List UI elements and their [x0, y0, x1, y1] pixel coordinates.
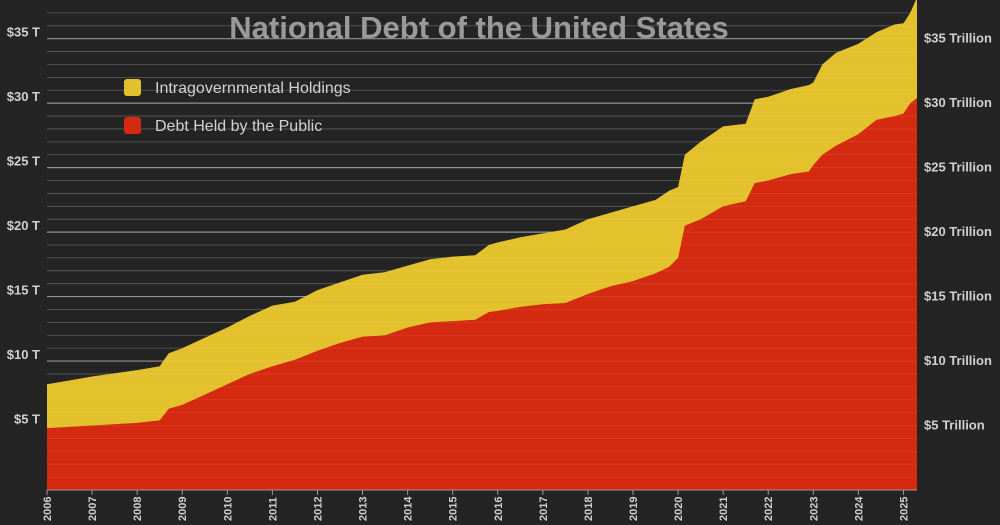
x-tick-label: 2020	[673, 497, 685, 521]
chart-title: National Debt of the United States	[229, 10, 728, 45]
y-tick-label-right: $15 Trillion	[924, 289, 992, 304]
y-tick-label-right: $10 Trillion	[924, 353, 992, 368]
x-tick-label: 2023	[808, 497, 820, 521]
x-tick-label: 2016	[493, 497, 505, 521]
x-tick-label: 2025	[898, 497, 910, 521]
x-tick-label: 2014	[403, 496, 415, 521]
y-tick-label-left: $5 T	[14, 412, 40, 427]
x-tick-label: 2024	[853, 496, 865, 521]
x-tick-label: 2012	[312, 497, 324, 521]
x-tick-label: 2013	[358, 497, 370, 521]
x-tick-label: 2009	[177, 497, 189, 521]
axes: $5 T $10 T $15 T $20 T $25 T $30 T $35 T $5 Tri…	[7, 25, 992, 521]
x-tick-label: 2018	[583, 497, 595, 521]
x-tick-label: 2015	[448, 497, 460, 521]
x-tick-label: 2022	[763, 497, 775, 521]
area-series	[47, 0, 917, 490]
y-tick-label-right: $30 Trillion	[924, 95, 992, 110]
x-tick-label: 2006	[42, 497, 54, 521]
legend-swatch-intragovernmental	[124, 79, 141, 96]
y-tick-label-right: $20 Trillion	[924, 224, 992, 239]
y-tick-label-left: $10 T	[7, 347, 40, 362]
x-tick-label: 2017	[538, 497, 550, 521]
legend-label-public: Debt Held by the Public	[155, 118, 322, 135]
x-tick-label: 2010	[222, 497, 234, 521]
overlay-gridlines	[47, 12, 917, 478]
x-tick-label: 2011	[267, 497, 279, 521]
x-tick-label: 2007	[87, 497, 99, 521]
y-tick-label-left: $30 T	[7, 89, 40, 104]
area-debt-held-by-public	[47, 98, 917, 490]
y-tick-label-left: $35 T	[7, 25, 40, 40]
y-tick-label-left: $20 T	[7, 218, 40, 233]
x-tick-label: 2019	[628, 497, 640, 521]
legend-label-intragovernmental: Intragovernmental Holdings	[155, 80, 351, 97]
x-tick-label: 2008	[132, 497, 144, 521]
y-tick-label-right: $35 Trillion	[924, 31, 992, 46]
legend: Intragovernmental Holdings Debt Held by …	[124, 79, 351, 135]
legend-swatch-public	[124, 117, 141, 134]
x-tick-label: 2021	[718, 497, 730, 521]
y-tick-label-right: $25 Trillion	[924, 160, 992, 175]
y-tick-label-left: $15 T	[7, 283, 40, 298]
y-tick-label-right: $5 Trillion	[924, 418, 985, 433]
y-tick-label-left: $25 T	[7, 154, 40, 169]
